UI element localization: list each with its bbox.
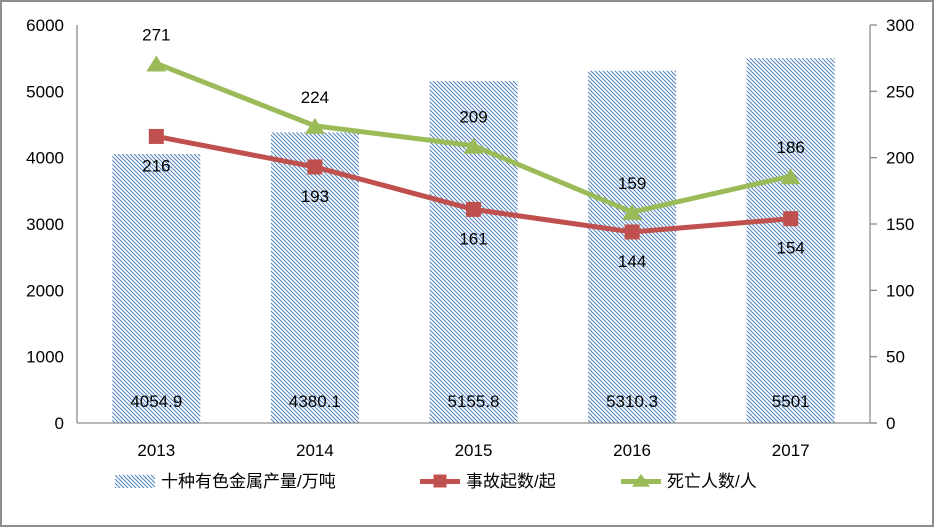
triangle-marker-icon bbox=[632, 473, 650, 487]
left-axis-tick-label: 1000 bbox=[26, 348, 64, 367]
legend-item-production: 十种有色金属产量/万吨 bbox=[115, 468, 336, 494]
bar-2015 bbox=[429, 80, 518, 423]
deaths-data-label: 209 bbox=[459, 108, 487, 127]
legend-label-accidents: 事故起数/起 bbox=[466, 471, 556, 491]
right-axis-tick-label: 100 bbox=[886, 281, 914, 300]
deaths-data-label: 159 bbox=[618, 174, 646, 193]
left-axis-tick-label: 2000 bbox=[26, 281, 64, 300]
right-axis-tick-label: 250 bbox=[886, 82, 914, 101]
bar-value-label: 5501 bbox=[772, 392, 810, 411]
accidents-data-label: 161 bbox=[459, 229, 487, 248]
bar-2014 bbox=[270, 132, 359, 423]
left-axis-tick-label: 6000 bbox=[26, 16, 64, 35]
deaths-data-label: 224 bbox=[301, 88, 329, 107]
deaths-point-2015 bbox=[463, 137, 484, 154]
deaths-point-2014 bbox=[304, 117, 325, 134]
right-axis-tick-label: 200 bbox=[886, 149, 914, 168]
hatched-bar-swatch-icon bbox=[115, 474, 155, 488]
square-marker-icon bbox=[433, 474, 447, 488]
bar-2016 bbox=[588, 70, 677, 424]
bar-value-label: 4054.9 bbox=[130, 392, 182, 411]
right-axis-tick-label: 50 bbox=[886, 348, 905, 367]
deaths-point-2016 bbox=[622, 204, 643, 221]
right-axis-tick-label: 150 bbox=[886, 215, 914, 234]
left-axis-tick-label: 5000 bbox=[26, 82, 64, 101]
accidents-point-2017 bbox=[783, 211, 799, 227]
bar-value-label: 5155.8 bbox=[448, 392, 500, 411]
left-axis-tick-label: 0 bbox=[55, 414, 64, 433]
deaths-point-2017 bbox=[780, 168, 801, 185]
accidents-point-2016 bbox=[624, 224, 640, 240]
bar-2013 bbox=[112, 154, 201, 423]
accidents-data-label: 193 bbox=[301, 187, 329, 206]
deaths-point-2013 bbox=[146, 55, 167, 72]
accidents-point-2015 bbox=[466, 201, 481, 217]
bar-2017 bbox=[746, 58, 835, 423]
right-axis-tick-label: 300 bbox=[886, 16, 914, 35]
line-square-marker-icon bbox=[420, 474, 460, 488]
legend-item-accidents: 事故起数/起 bbox=[420, 468, 556, 494]
deaths-data-label: 271 bbox=[142, 25, 170, 44]
x-axis-tick-label: 2014 bbox=[296, 441, 334, 460]
x-axis-tick-label: 2015 bbox=[455, 441, 493, 460]
accidents-data-label: 154 bbox=[777, 239, 805, 258]
accidents-data-label: 144 bbox=[618, 252, 646, 271]
line-triangle-marker-icon bbox=[621, 473, 661, 487]
left-axis-tick-label: 4000 bbox=[26, 149, 64, 168]
left-axis-tick-label: 3000 bbox=[26, 215, 64, 234]
chart-legend: 十种有色金属产量/万吨 事故起数/起 死亡人数/人 bbox=[2, 468, 932, 494]
accidents-point-2013 bbox=[148, 128, 164, 144]
x-axis-tick-label: 2016 bbox=[613, 441, 651, 460]
accidents-point-2014 bbox=[307, 159, 323, 175]
legend-label-deaths: 死亡人数/人 bbox=[667, 471, 757, 491]
accidents-data-label: 216 bbox=[142, 156, 170, 175]
legend-label-production: 十种有色金属产量/万吨 bbox=[161, 471, 336, 491]
x-axis-tick-label: 2013 bbox=[137, 441, 175, 460]
bar-value-label: 5310.3 bbox=[606, 392, 658, 411]
legend-item-deaths: 死亡人数/人 bbox=[621, 468, 757, 494]
deaths-data-label: 186 bbox=[777, 138, 805, 157]
bar-value-label: 4380.1 bbox=[289, 392, 341, 411]
x-axis-tick-label: 2017 bbox=[772, 441, 810, 460]
right-axis-tick-label: 0 bbox=[886, 414, 895, 433]
